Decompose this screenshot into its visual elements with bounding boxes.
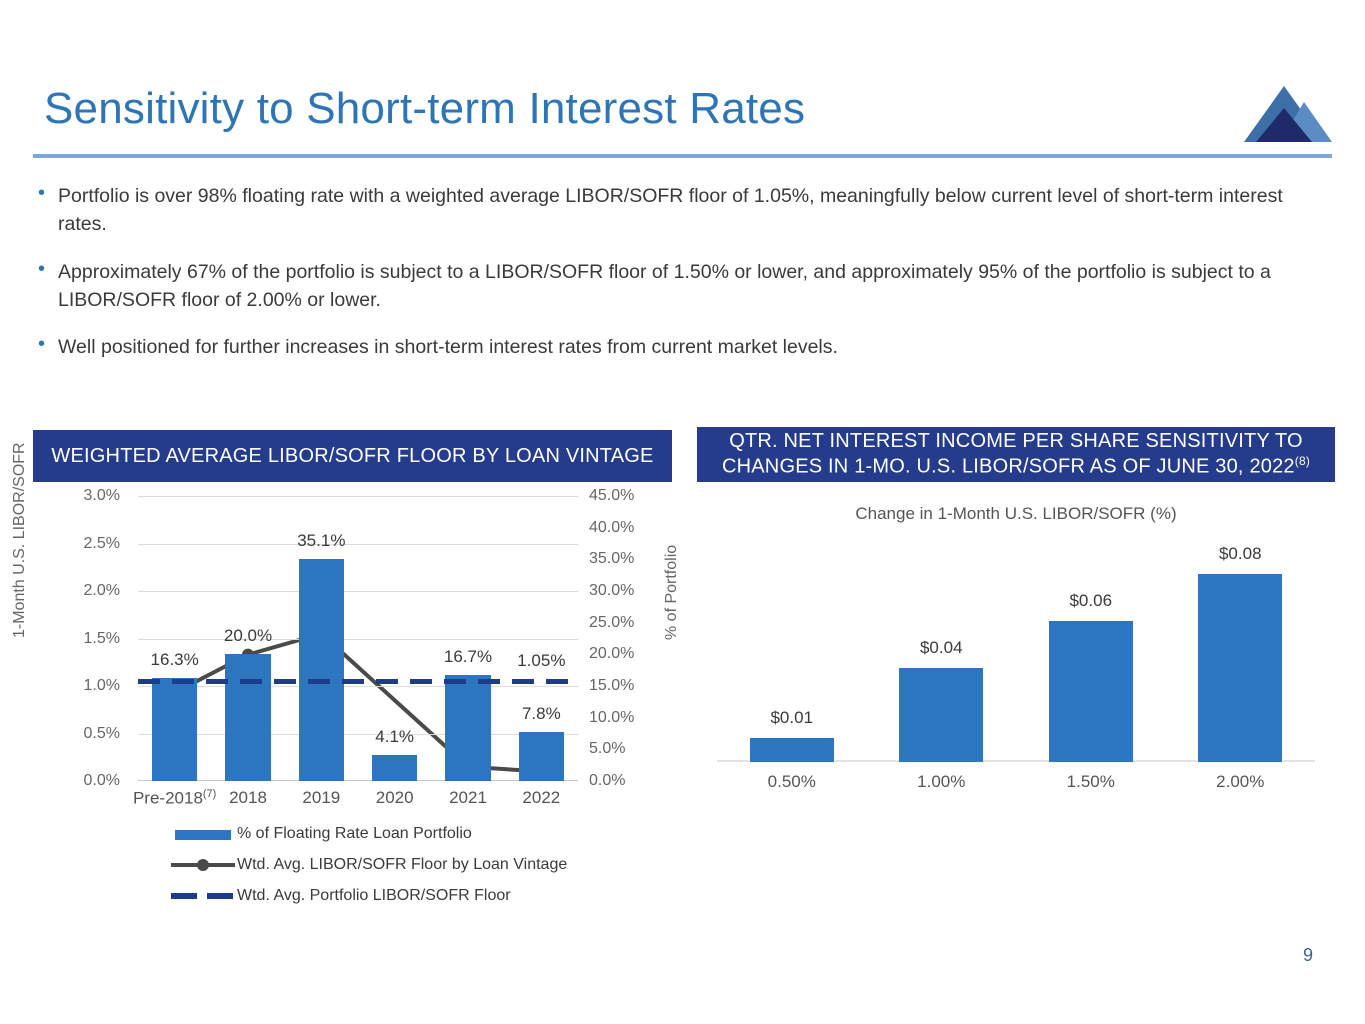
legend-line-swatch-icon (169, 856, 237, 874)
secondary-y-axis-tick: 20.0% (589, 645, 635, 663)
secondary-y-axis-tick: 5.0% (589, 740, 626, 758)
legend-item-line: Wtd. Avg. LIBOR/SOFR Floor by Loan Vinta… (169, 849, 567, 880)
mountain-logo-icon (1244, 86, 1332, 142)
x-axis-tick: 2019 (302, 788, 341, 807)
bar (225, 654, 271, 781)
x-axis-tick: 2022 (522, 788, 561, 807)
secondary-y-axis-tick: 25.0% (589, 613, 635, 631)
legend-dashed-swatch-icon (169, 887, 237, 905)
gridline (138, 543, 578, 545)
left-chart-header-text: WEIGHTED AVERAGE LIBOR/SOFR FLOOR BY LOA… (51, 444, 654, 467)
bar (298, 558, 345, 781)
left-chart: 1-Month U.S. LIBOR/SOFR % of Portfolio %… (11, 442, 680, 911)
x-axis-tick: 0.50% (767, 772, 816, 791)
x-axis-tick: 2020 (375, 788, 414, 807)
bar-value-label: 7.8% (521, 703, 561, 723)
left-chart-y-axis-title: 1-Month U.S. LIBOR/SOFR (11, 442, 28, 638)
legend-label: Wtd. Avg. LIBOR/SOFR Floor by Loan Vinta… (237, 855, 568, 873)
right-chart-header-text: QTR. NET INTEREST INCOME PER SHARE SENSI… (722, 429, 1310, 480)
left-chart-plot-area (138, 496, 578, 781)
legend-label: % of Floating Rate Loan Portfolio (237, 824, 472, 842)
secondary-y-axis-tick: 35.0% (589, 550, 635, 568)
gridline (138, 591, 578, 592)
bar-value-label: 35.1% (297, 530, 346, 550)
average-floor-dashed-line (138, 679, 578, 685)
bullet-text: Well positioned for further increases in… (58, 336, 838, 359)
secondary-y-axis-tick: 10.0% (589, 708, 635, 726)
left-chart-x-axis (138, 780, 578, 781)
y-axis-tick: 3.0% (83, 487, 120, 504)
bar-value-label: $0.06 (1069, 590, 1113, 610)
title-divider (33, 154, 1332, 158)
x-axis-tick: 1.00% (917, 772, 966, 791)
bar-value-label: 16.7% (443, 647, 493, 667)
right-header-footnote: (8) (1294, 454, 1311, 469)
y-axis-tick: 0.5% (83, 724, 120, 742)
right-chart-header: QTR. NET INTEREST INCOME PER SHARE SENSI… (697, 427, 1335, 482)
list-item: • Approximately 67% of the portfolio is … (30, 258, 1315, 315)
x-axis-tick: Pre-2018(7) (132, 788, 217, 808)
legend-label: Wtd. Avg. Portfolio LIBOR/SOFR Floor (237, 886, 511, 904)
bullet-marker-icon: • (38, 257, 46, 280)
bar-value-label: 20.0% (223, 626, 273, 646)
bar-value-label: $0.01 (770, 708, 814, 728)
gridline (138, 733, 578, 735)
right-header-line2: CHANGES IN 1-MO. U.S. LIBOR/SOFR AS OF J… (721, 455, 1295, 478)
right-chart: Change in 1-Month U.S. LIBOR/SOFR (%) 0.… (697, 490, 1335, 820)
bar (1048, 620, 1133, 762)
bullet-list: • Portfolio is over 98% floating rate wi… (30, 182, 1315, 380)
bar (518, 731, 565, 781)
bullet-text: Portfolio is over 98% floating rate with… (58, 185, 1283, 236)
right-chart-x-axis (717, 760, 1315, 762)
right-chart-subtitle: Change in 1-Month U.S. LIBOR/SOFR (%) (855, 504, 1177, 523)
page-number: 9 (1302, 945, 1313, 965)
y-axis-tick: 2.5% (83, 534, 120, 552)
gridline (138, 686, 578, 687)
gridline (138, 496, 578, 497)
bar (1198, 573, 1283, 762)
average-floor-label: 1.05% (517, 651, 566, 671)
secondary-y-axis-tick: 45.0% (589, 487, 635, 504)
left-chart-panel: WEIGHTED AVERAGE LIBOR/SOFR FLOOR BY LOA… (33, 430, 672, 482)
bullet-marker-icon: • (38, 333, 46, 356)
x-axis-tick: 1.50% (1066, 772, 1115, 791)
y-axis-tick: 0.0% (83, 772, 120, 789)
x-axis-tick: 2018 (229, 788, 267, 807)
x-axis-tick: 2021 (449, 788, 487, 807)
y-axis-tick: 2.0% (83, 582, 120, 599)
gridline (138, 638, 578, 640)
legend-item-dashed: Wtd. Avg. Portfolio LIBOR/SOFR Floor (169, 880, 567, 911)
bar (749, 738, 834, 762)
bullet-marker-icon: • (38, 182, 46, 204)
bar (151, 677, 198, 781)
legend-item-bars: % of Floating Rate Loan Portfolio (169, 818, 567, 849)
page-title: Sensitivity to Short-term Interest Rates (44, 84, 806, 133)
bar (371, 755, 418, 781)
secondary-y-axis-tick: 30.0% (589, 582, 635, 599)
left-chart-legend: % of Floating Rate Loan Portfolio Wtd. A… (169, 818, 567, 911)
secondary-y-axis-tick: 15.0% (589, 677, 635, 694)
bar (899, 667, 984, 762)
bar-value-label: 4.1% (375, 727, 415, 747)
bar-value-label: 16.3% (150, 649, 199, 669)
list-item: • Portfolio is over 98% floating rate wi… (30, 182, 1315, 239)
secondary-y-axis-tick: 0.0% (589, 772, 626, 789)
y-axis-tick: 1.0% (83, 677, 120, 694)
right-chart-plot-area: 0.50% 1.00% 1.50% 2.00% (717, 550, 1315, 791)
bar-value-label: $0.08 (1218, 543, 1262, 563)
bar-value-label: $0.04 (919, 637, 963, 657)
y-axis-tick: 1.5% (83, 629, 120, 647)
left-chart-header: WEIGHTED AVERAGE LIBOR/SOFR FLOOR BY LOA… (33, 430, 672, 482)
left-chart-secondary-y-axis-title: % of Portfolio (663, 544, 680, 640)
list-item: • Well positioned for further increases … (30, 333, 1315, 361)
bullet-text: Approximately 67% of the portfolio is su… (58, 260, 1271, 311)
x-axis-tick: 2.00% (1216, 772, 1265, 791)
right-chart-panel: QTR. NET INTEREST INCOME PER SHARE SENSI… (697, 427, 1335, 482)
legend-bar-swatch-icon (169, 825, 237, 843)
secondary-y-axis-tick: 40.0% (589, 518, 635, 536)
bar (445, 675, 491, 781)
right-header-line1: QTR. NET INTEREST INCOME PER SHARE SENSI… (729, 430, 1303, 453)
